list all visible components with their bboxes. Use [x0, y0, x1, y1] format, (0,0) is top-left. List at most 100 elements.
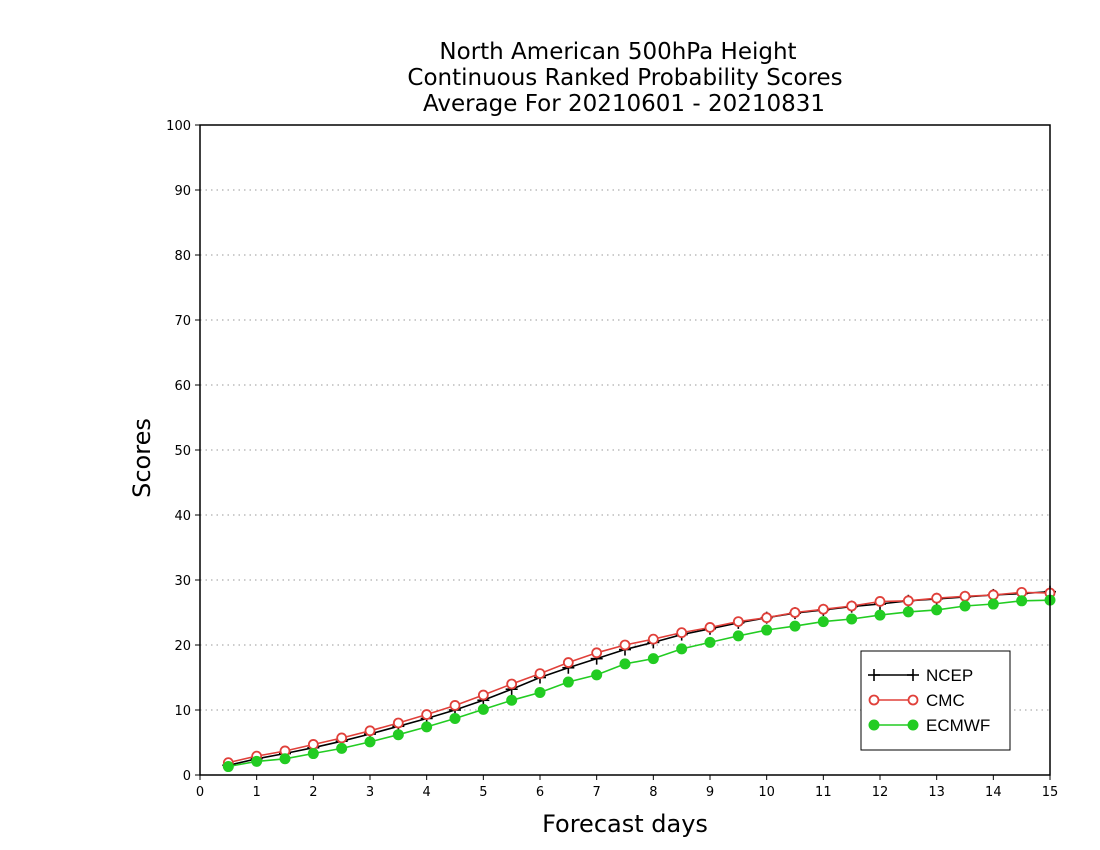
data-point-cmc: [477, 689, 489, 701]
y-tick-label: 70: [174, 314, 191, 329]
legend-marker-ecmwf: [907, 719, 919, 731]
x-tick-label: 7: [593, 785, 601, 800]
data-point-ecmwf: [222, 761, 234, 773]
x-tick-label: 3: [366, 785, 374, 800]
y-tick-label: 0: [183, 769, 191, 784]
data-point-ecmwf: [619, 658, 631, 670]
data-point-ecmwf: [591, 669, 603, 681]
data-point-cmc: [647, 633, 659, 645]
title-line-1: North American 500hPa Height: [439, 39, 796, 65]
data-point-ecmwf: [874, 609, 886, 621]
data-point-cmc: [449, 700, 461, 711]
title-line-3: Average For 20210601 - 20210831: [423, 91, 825, 117]
data-point-ecmwf: [931, 604, 943, 616]
x-tick-label: 0: [196, 785, 204, 800]
series-ecmwf: [222, 594, 1056, 773]
y-axis-label: Scores: [128, 418, 156, 498]
legend-label-ecmwf: ECMWF: [926, 716, 990, 735]
data-point-ecmwf: [506, 694, 518, 706]
legend-marker-cmc: [868, 694, 880, 706]
data-point-ecmwf: [902, 606, 914, 618]
y-tick-label: 80: [174, 249, 191, 264]
data-point-ecmwf: [534, 686, 546, 698]
data-point-cmc: [902, 595, 914, 607]
data-point-ecmwf: [449, 712, 461, 724]
title-line-2: Continuous Ranked Probability Scores: [407, 65, 842, 91]
y-tick-label: 40: [174, 509, 191, 524]
data-point-cmc: [534, 668, 546, 679]
legend-label-ncep: NCEP: [926, 666, 973, 685]
data-point-cmc: [789, 607, 801, 618]
data-point-cmc: [562, 657, 574, 668]
data-point-ecmwf: [336, 742, 348, 754]
series-cmc: [222, 586, 1056, 769]
data-point-ecmwf: [307, 748, 319, 760]
data-point-ecmwf: [421, 721, 433, 733]
y-tick-label: 60: [174, 379, 191, 394]
legend-item-ncep: NCEP: [868, 666, 973, 685]
x-tick-label: 14: [985, 785, 1002, 800]
legend-label-cmc: CMC: [926, 691, 965, 710]
data-point-cmc: [704, 622, 716, 633]
gridlines: [200, 189, 1050, 711]
data-point-cmc: [336, 732, 348, 744]
x-tick-label: 2: [309, 785, 317, 800]
data-point-ecmwf: [251, 755, 263, 767]
data-point-ecmwf: [732, 630, 744, 642]
data-point-cmc: [392, 717, 404, 729]
series-layer: [222, 585, 1056, 773]
data-point-cmc: [591, 647, 603, 659]
data-point-ecmwf: [959, 600, 971, 612]
y-tick-label: 50: [174, 444, 191, 459]
data-point-ecmwf: [817, 616, 829, 628]
legend-item-cmc: CMC: [868, 691, 965, 710]
data-point-cmc: [959, 590, 971, 602]
x-tick-label: 9: [706, 785, 714, 800]
data-point-ecmwf: [1016, 595, 1028, 607]
y-tick-label: 20: [174, 639, 191, 654]
y-tick-label: 90: [174, 184, 191, 199]
data-point-ecmwf: [789, 620, 801, 632]
data-point-ecmwf: [647, 653, 659, 665]
x-tick-label: 10: [758, 785, 775, 800]
data-point-cmc: [732, 616, 744, 627]
data-point-ecmwf: [846, 613, 858, 625]
chart-title: North American 500hPa Height Continuous …: [407, 39, 842, 117]
data-point-cmc: [619, 639, 631, 651]
legend: NCEP CMC ECMWF: [860, 650, 1011, 751]
x-axis-label: Forecast days: [542, 810, 708, 838]
data-point-cmc: [817, 603, 829, 615]
x-tick-label: 4: [423, 785, 431, 800]
data-point-cmc: [846, 600, 858, 612]
data-point-cmc: [987, 589, 999, 601]
data-point-ecmwf: [562, 676, 574, 688]
legend-marker-ncep: [907, 669, 919, 681]
data-point-ecmwf: [364, 736, 376, 748]
x-tick-label: 11: [815, 785, 832, 800]
data-point-cmc: [307, 739, 319, 750]
data-point-ecmwf: [477, 703, 489, 715]
data-point-cmc: [676, 627, 688, 639]
data-point-ecmwf: [761, 624, 773, 636]
y-tick-label: 10: [174, 704, 191, 719]
x-tick-label: 8: [649, 785, 657, 800]
data-point-ecmwf: [279, 753, 291, 765]
data-point-ecmwf: [676, 643, 688, 655]
plot-frame: [199, 124, 1051, 776]
data-point-cmc: [421, 709, 433, 720]
data-point-ecmwf: [392, 729, 404, 741]
data-point-cmc: [931, 592, 943, 604]
data-point-ecmwf: [704, 636, 716, 648]
x-tick-label: 6: [536, 785, 544, 800]
legend-marker-cmc: [907, 694, 919, 706]
x-tick-label: 15: [1042, 785, 1059, 800]
legend-item-ecmwf: ECMWF: [868, 716, 990, 735]
y-tick-label: 30: [174, 574, 191, 589]
data-point-cmc: [761, 612, 773, 624]
data-point-cmc: [874, 596, 886, 607]
data-point-cmc: [364, 725, 376, 737]
y-tick-label: 100: [166, 119, 191, 134]
x-tick-label: 5: [479, 785, 487, 800]
